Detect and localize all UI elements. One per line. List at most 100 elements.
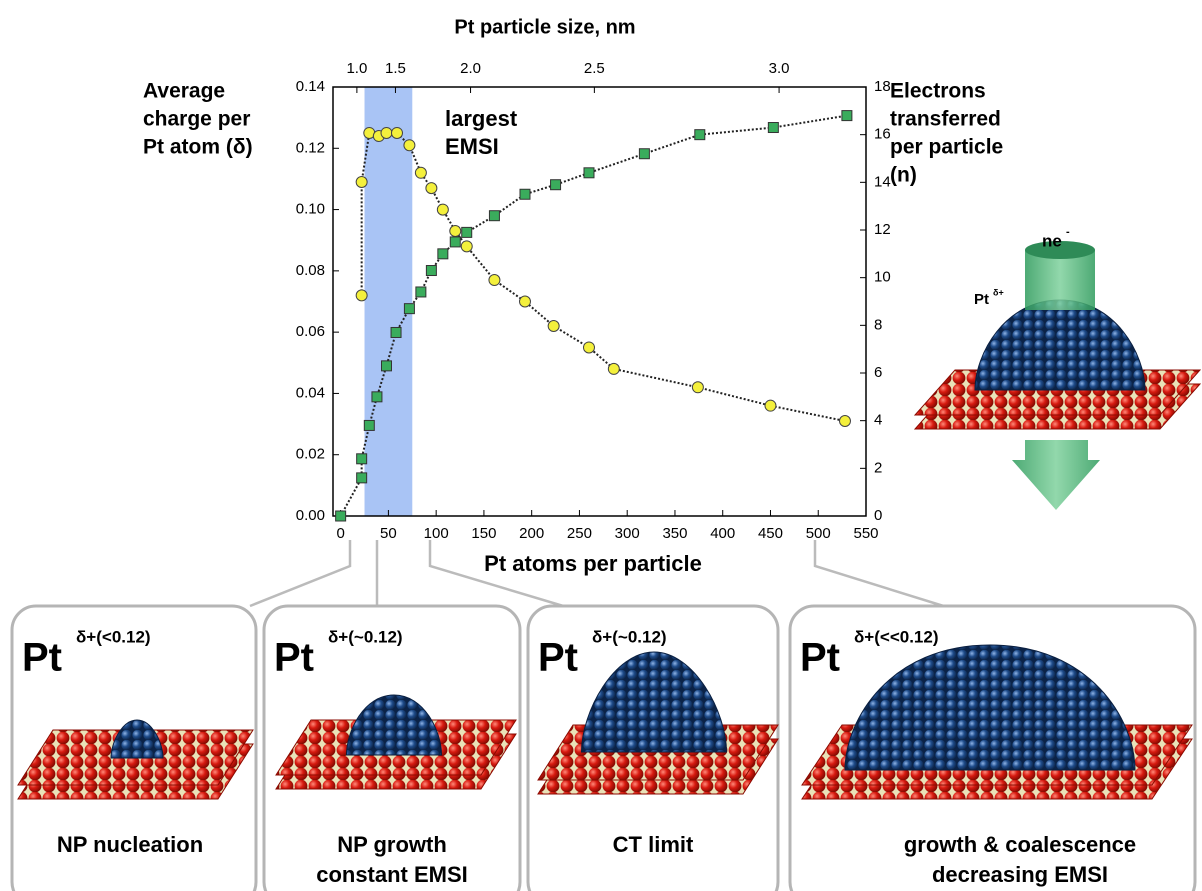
- electron-beam-top: [1025, 241, 1095, 259]
- square-marker: [550, 179, 562, 191]
- connector: [249, 540, 352, 608]
- panel-pt: Pt: [274, 636, 314, 680]
- panel-caption: NP growth: [337, 832, 447, 857]
- circle-marker: [518, 295, 531, 308]
- square-marker: [425, 265, 437, 277]
- connector: [428, 540, 571, 610]
- x2-tick-label: 3.0: [769, 60, 790, 77]
- x-axis-label: Pt atoms per particle: [484, 551, 702, 576]
- panel-caption: CT limit: [613, 832, 694, 857]
- y2-axis-label: per particle: [890, 136, 1003, 159]
- pt-label: Pt: [974, 291, 989, 308]
- circle-marker: [764, 399, 777, 412]
- y-tick-label: 0.14: [296, 78, 325, 95]
- panel-caption: constant EMSI: [316, 862, 468, 887]
- x2-tick-label: 2.5: [584, 60, 605, 77]
- highlight-band: [364, 87, 413, 516]
- panel-caption: NP nucleation: [57, 832, 203, 857]
- plot-frame: [332, 86, 867, 517]
- y-tick-label: 0.02: [296, 446, 325, 463]
- square-marker: [767, 122, 779, 134]
- square-marker: [390, 326, 402, 338]
- circle-marker: [449, 225, 462, 238]
- y-tick-label: 0.08: [296, 262, 325, 279]
- circle-marker: [425, 182, 438, 195]
- y-tick-label: 0.10: [296, 201, 325, 218]
- x2-tick-label: 1.5: [385, 60, 406, 77]
- circle-marker: [355, 175, 368, 188]
- square-marker: [415, 286, 427, 298]
- circle-marker: [547, 320, 560, 333]
- illustrations: ne - Pt δ+ Pt δ+(<0.12) NP nucleation Pt δ+(~0.1…: [17, 226, 1202, 887]
- circle-marker: [403, 139, 416, 152]
- x2-tick-label: 1.0: [346, 60, 367, 77]
- annotation: EMSI: [445, 134, 499, 159]
- pt-particle: [580, 651, 728, 753]
- panel-pt-sup: δ+(~0.12): [328, 627, 403, 646]
- pt-label-sup: δ+: [993, 287, 1004, 297]
- pt-particle: [844, 644, 1136, 771]
- panel-caption: decreasing EMSI: [932, 862, 1108, 887]
- square-marker: [841, 110, 853, 122]
- y2-axis-label: (n): [890, 164, 917, 187]
- circle-marker: [414, 166, 427, 179]
- x-tick-label: 100: [424, 525, 449, 542]
- y2-tick-label: 6: [874, 364, 882, 381]
- circle-marker: [488, 274, 501, 287]
- x-tick-label: 300: [615, 525, 640, 542]
- square-marker: [461, 226, 473, 238]
- square-marker: [403, 303, 415, 315]
- y2-axis-label: Electrons: [890, 80, 986, 103]
- y2-tick-label: 10: [874, 269, 891, 286]
- square-marker: [356, 453, 368, 465]
- y2-tick-label: 2: [874, 459, 882, 476]
- square-marker: [488, 210, 500, 222]
- electron-label: ne: [1042, 231, 1062, 250]
- x-tick-label: 500: [806, 525, 831, 542]
- panel-pt-sup: δ+(~0.12): [592, 627, 667, 646]
- circle-marker: [582, 341, 595, 354]
- annotation: largest: [445, 106, 518, 131]
- y2-tick-label: 12: [874, 221, 891, 238]
- x-tick-label: 0: [336, 525, 344, 542]
- electron-arrow: [1012, 440, 1100, 510]
- y2-tick-label: 16: [874, 126, 891, 143]
- y-tick-label: 0.06: [296, 323, 325, 340]
- x-tick-label: 450: [758, 525, 783, 542]
- x-tick-label: 350: [662, 525, 687, 542]
- y2-axis-label: transferred: [890, 108, 1001, 131]
- x-tick-label: 250: [567, 525, 592, 542]
- circle-marker: [691, 381, 704, 394]
- square-marker: [638, 148, 650, 160]
- connectors: [249, 540, 951, 610]
- panel-pt: Pt: [22, 636, 62, 680]
- y-axis-label: Average: [143, 80, 225, 103]
- y-tick-label: 0.00: [296, 507, 325, 524]
- x-tick-label: 550: [853, 525, 878, 542]
- y-axis-label: Pt atom (δ): [143, 136, 253, 159]
- square-marker: [371, 391, 383, 403]
- square-marker: [583, 167, 595, 179]
- panel-caption: growth & coalescence: [904, 832, 1136, 857]
- panel-pt-sup: δ+(<0.12): [76, 627, 151, 646]
- pt-particle: [110, 719, 164, 759]
- square-marker: [356, 472, 368, 484]
- square-marker: [694, 129, 706, 141]
- x2-axis-label: Pt particle size, nm: [454, 16, 635, 38]
- square-marker: [519, 188, 531, 200]
- panel-pt-sup: δ+(<<0.12): [854, 627, 939, 646]
- circle-marker: [355, 289, 368, 302]
- y-axis-label: charge per: [143, 108, 250, 131]
- square-marker: [335, 510, 347, 522]
- y-tick-label: 0.04: [296, 384, 325, 401]
- y-tick-label: 0.12: [296, 139, 325, 156]
- y2-tick-label: 14: [874, 173, 891, 190]
- square-marker: [380, 360, 392, 372]
- circle-marker: [607, 362, 620, 375]
- square-marker: [363, 419, 375, 431]
- square-marker: [449, 236, 461, 248]
- y2-tick-label: 18: [874, 78, 891, 95]
- circle-marker: [390, 126, 403, 139]
